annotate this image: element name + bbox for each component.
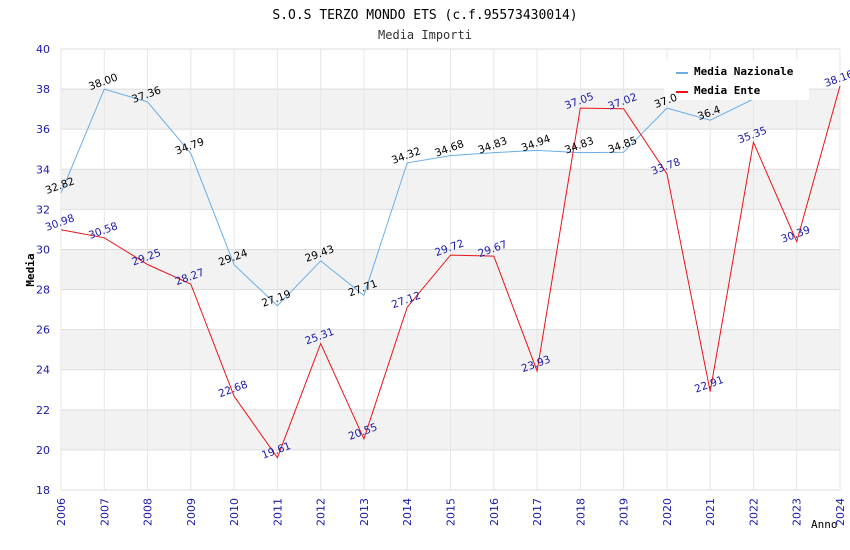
chart-title: S.O.S TERZO MONDO ETS (c.f.95573430014) (272, 8, 577, 23)
y-tick-labels: 18 20 22 24 26 28 30 32 34 36 38 40 (36, 43, 50, 497)
x-tick-label: 2008 (142, 498, 155, 526)
data-label-media-ente: 22.68 (217, 379, 249, 401)
x-tick-label: 2018 (574, 498, 587, 526)
x-tick-label: 2023 (791, 498, 804, 526)
x-tick-label: 2015 (445, 498, 458, 526)
data-label-media-nazionale: 34.85 (606, 135, 638, 157)
x-tick-label: 2021 (704, 498, 717, 526)
series-line-media-nazionale (60, 88, 754, 307)
x-tick-label: 2010 (228, 498, 241, 526)
y-tick-label: 18 (36, 484, 50, 497)
data-label-media-ente: 38.16 (823, 68, 850, 90)
x-tick-label: 2017 (531, 498, 544, 526)
series-line-media-ente (60, 85, 841, 459)
x-tick-label: 2019 (618, 498, 631, 526)
y-tick-label: 38 (36, 83, 50, 96)
x-axis-label: Anno (811, 518, 838, 531)
y-tick-label: 24 (36, 364, 50, 377)
y-tick-label: 26 (36, 324, 50, 337)
legend-background (664, 60, 809, 100)
data-label-media-ente: 27.12 (390, 290, 422, 312)
data-label-media-nazionale: 34.83 (563, 135, 595, 157)
x-tick-label: 2022 (747, 498, 760, 526)
legend-label-media-nazionale: Media Nazionale (694, 65, 794, 78)
x-tick-label: 2012 (315, 498, 328, 526)
y-axis-label: Media (24, 253, 37, 286)
x-tick-label: 2013 (358, 498, 371, 526)
chart-subtitle: Media Importi (378, 28, 472, 42)
x-tick-label: 2020 (661, 498, 674, 526)
y-tick-label: 22 (36, 404, 50, 417)
data-label-media-ente: 30.39 (780, 224, 812, 246)
y-tick-label: 20 (36, 444, 50, 457)
x-tick-label: 2009 (185, 498, 198, 526)
y-tick-label: 30 (36, 243, 50, 256)
x-tick-label: 2011 (271, 498, 284, 526)
x-tick-label: 2014 (401, 498, 414, 526)
data-label-media-nazionale: 34.83 (477, 135, 509, 157)
y-tick-label: 28 (36, 284, 50, 297)
data-label-media-nazionale: 27.19 (260, 288, 292, 310)
y-tick-label: 32 (36, 203, 50, 216)
x-tick-label: 2024 (834, 498, 847, 526)
y-tick-label: 34 (36, 163, 50, 176)
y-tick-label: 36 (36, 123, 50, 136)
y-tick-label: 40 (36, 43, 50, 56)
data-label-media-nazionale: 34.32 (390, 145, 422, 167)
x-tick-label: 2016 (488, 498, 501, 526)
data-label-media-ente: 22.91 (693, 374, 725, 396)
x-tick-label: 2006 (55, 498, 68, 526)
gridlines (60, 48, 841, 491)
data-label-media-nazionale: 34.68 (433, 138, 465, 160)
legend-label-media-ente: Media Ente (694, 84, 761, 97)
legend: Media Nazionale Media Ente (664, 60, 809, 100)
series-lines (60, 85, 841, 459)
x-tick-labels: 2006 2007 2008 2009 2010 2011 2012 2013 2014 2015… (55, 498, 847, 526)
x-tick-label: 2007 (98, 498, 111, 526)
data-label-media-ente: 30.58 (87, 220, 119, 242)
